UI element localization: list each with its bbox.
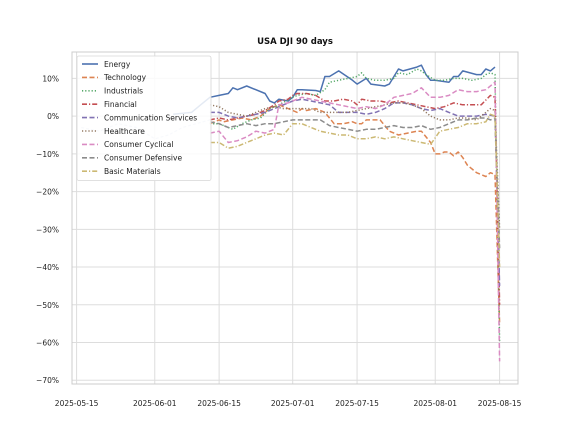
series-line: [173, 64, 496, 116]
y-tick-label: −20%: [36, 188, 59, 197]
series-line: [209, 68, 501, 343]
legend-label: Industrials: [104, 87, 143, 96]
legend-label: Basic Materials: [104, 167, 161, 176]
y-tick-label: 0%: [47, 112, 59, 121]
y-tick-label: −60%: [36, 339, 59, 348]
legend-label: Energy: [104, 60, 131, 69]
legend-box: [76, 55, 212, 181]
y-tick-label: 10%: [42, 74, 59, 83]
legend-label: Financial: [104, 100, 137, 109]
x-tick-label: 2025-08-01: [413, 399, 457, 408]
x-tick-label: 2025-06-01: [133, 399, 177, 408]
y-tick-label: −30%: [36, 225, 59, 234]
series-line: [209, 102, 501, 230]
chart-title: USA DJI 90 days: [257, 37, 333, 47]
y-axis-ticks: 10% 0% −10% −20% −30% −40% −50% −60% −70%: [36, 74, 59, 385]
x-tick-label: 2025-07-01: [271, 399, 315, 408]
legend-label: Consumer Cyclical: [104, 140, 173, 149]
series-line: [209, 81, 501, 362]
legend-label: Technology: [103, 73, 147, 82]
series-line: [209, 113, 501, 268]
legend-label: Communication Services: [104, 113, 197, 122]
legend: Energy Technology Industrials Financial Comm…: [76, 55, 212, 181]
x-tick-label: 2025-05-15: [55, 399, 99, 408]
x-tick-label: 2025-07-15: [335, 399, 379, 408]
series-lines: [173, 64, 501, 362]
legend-label: Healthcare: [104, 127, 145, 136]
plot-frame: [71, 51, 519, 385]
y-tick-label: −40%: [36, 263, 59, 272]
y-tick-label: −50%: [36, 301, 59, 310]
series-line: [209, 92, 501, 305]
series-line: [209, 98, 501, 286]
x-tick-label: 2025-08-15: [478, 399, 522, 408]
y-tick-label: −10%: [36, 150, 59, 159]
x-axis-ticks: 2025-05-15 2025-06-01 2025-06-15 2025-07-01…: [55, 399, 522, 408]
series-line: [209, 104, 501, 324]
y-tick-label: −70%: [36, 376, 59, 385]
x-tick-label: 2025-06-15: [197, 399, 241, 408]
legend-label: Consumer Defensive: [104, 154, 182, 163]
